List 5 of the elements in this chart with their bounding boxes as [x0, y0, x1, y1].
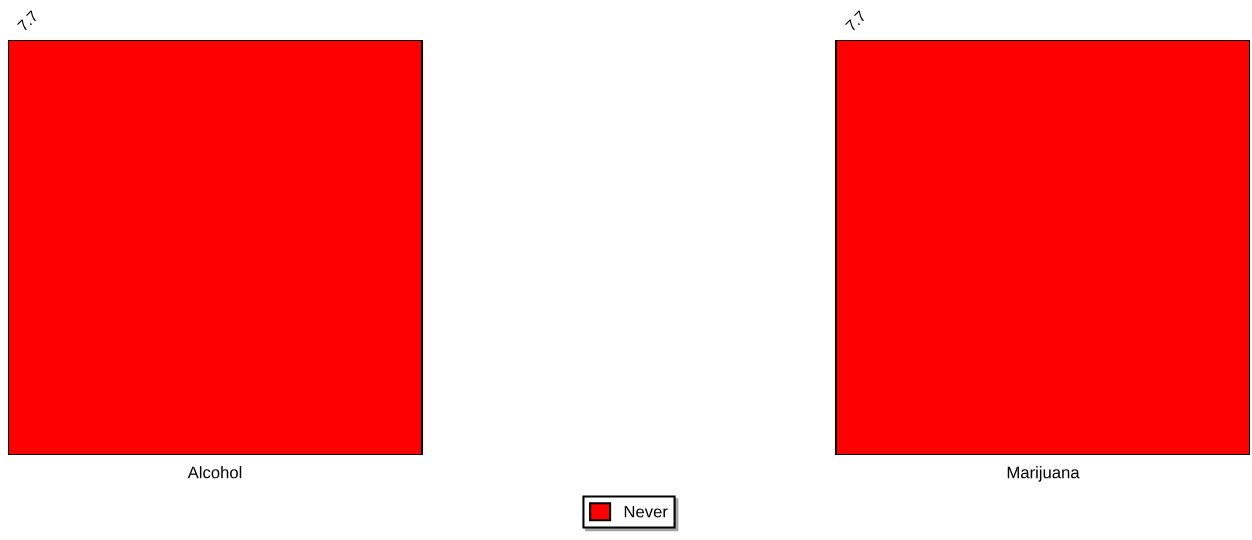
- data-label: 7.7: [17, 10, 39, 32]
- x-tick-label: Alcohol: [187, 466, 242, 479]
- data-label: 7.7: [845, 10, 867, 32]
- x-tick-label: Marijuana: [1007, 466, 1080, 482]
- legend-label: Never: [624, 505, 668, 518]
